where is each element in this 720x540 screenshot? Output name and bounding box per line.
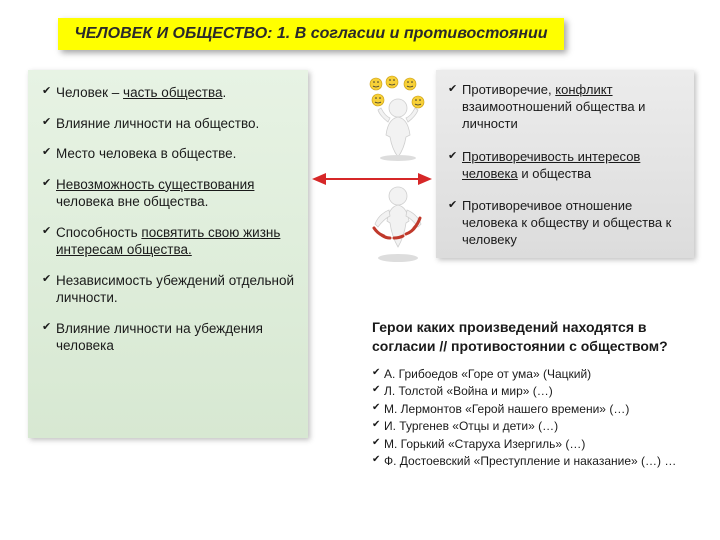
- list-item: Независимость убеждений отдельной личнос…: [42, 272, 296, 307]
- left-panel: Человек – часть общества. Влияние личност…: [28, 70, 308, 438]
- list-item: Способность посвятить свою жизнь интерес…: [42, 224, 296, 259]
- underlined-text: Противоречивость интересов человека: [462, 149, 640, 181]
- list-item: Место человека в обществе.: [42, 145, 296, 163]
- list-item: Влияние личности на убеждения человека: [42, 320, 296, 355]
- list-item: Л. Толстой «Война и мир» (…): [372, 383, 707, 400]
- figure-chain-icon: [366, 178, 430, 264]
- figure-happy-icon: [366, 74, 430, 162]
- list-item: Влияние личности на общество.: [42, 115, 296, 133]
- list-item: И. Тургенев «Отцы и дети» (…): [372, 418, 707, 435]
- title-banner: ЧЕЛОВЕК И ОБЩЕСТВО: 1. В согласии и прот…: [58, 18, 564, 50]
- list-item: Противоречие, конфликт взаимоотношений о…: [448, 82, 684, 133]
- left-list: Человек – часть общества. Влияние личност…: [42, 84, 296, 355]
- list-item: М. Лермонтов «Герой нашего времени» (…): [372, 401, 707, 418]
- double-arrow-icon: [312, 170, 432, 188]
- title-text: ЧЕЛОВЕК И ОБЩЕСТВО: 1. В согласии и прот…: [74, 25, 547, 43]
- question-text: Герои каких произведений находятся в сог…: [372, 318, 702, 356]
- right-list: Противоречие, конфликт взаимоотношений о…: [448, 82, 684, 249]
- list-item: Невозможность существования человека вне…: [42, 176, 296, 211]
- works-list: А. Грибоедов «Горе от ума» (Чацкий)Л. То…: [372, 366, 707, 470]
- underlined-text: Невозможность существования: [56, 177, 254, 192]
- list-item: Противоречивость интересов человека и об…: [448, 149, 684, 183]
- works-block: А. Грибоедов «Горе от ума» (Чацкий)Л. То…: [372, 366, 707, 470]
- underlined-text: часть общества: [123, 85, 222, 100]
- underlined-text: конфликт: [555, 82, 612, 97]
- list-item: М. Горький «Старуха Изергиль» (…): [372, 436, 707, 453]
- list-item: Человек – часть общества.: [42, 84, 296, 102]
- right-panel: Противоречие, конфликт взаимоотношений о…: [436, 70, 694, 258]
- list-item: Противоречивое отношение человека к обще…: [448, 198, 684, 249]
- underlined-text: посвятить свою жизнь интересам общества.: [56, 225, 280, 258]
- list-item: А. Грибоедов «Горе от ума» (Чацкий): [372, 366, 707, 383]
- list-item: Ф. Достоевский «Преступление и наказание…: [372, 453, 707, 470]
